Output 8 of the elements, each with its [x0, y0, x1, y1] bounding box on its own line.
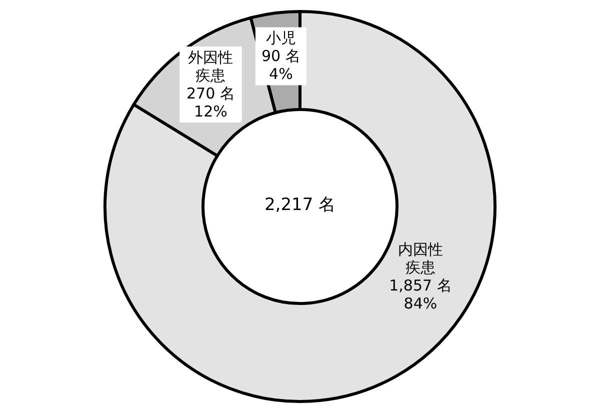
- data-label: 90 名 4%: [261, 47, 300, 84]
- slice-label: 内因性疾患: [398, 240, 443, 276]
- donut-slice: [104, 10, 496, 403]
- data-label: 270 名 12%: [186, 84, 235, 120]
- data-label: 1,857 名 84%: [389, 276, 452, 312]
- text: 2,217 名: [264, 195, 336, 215]
- slice-label: 小児: [266, 29, 296, 48]
- slice-label: 外因性疾患: [188, 48, 234, 84]
